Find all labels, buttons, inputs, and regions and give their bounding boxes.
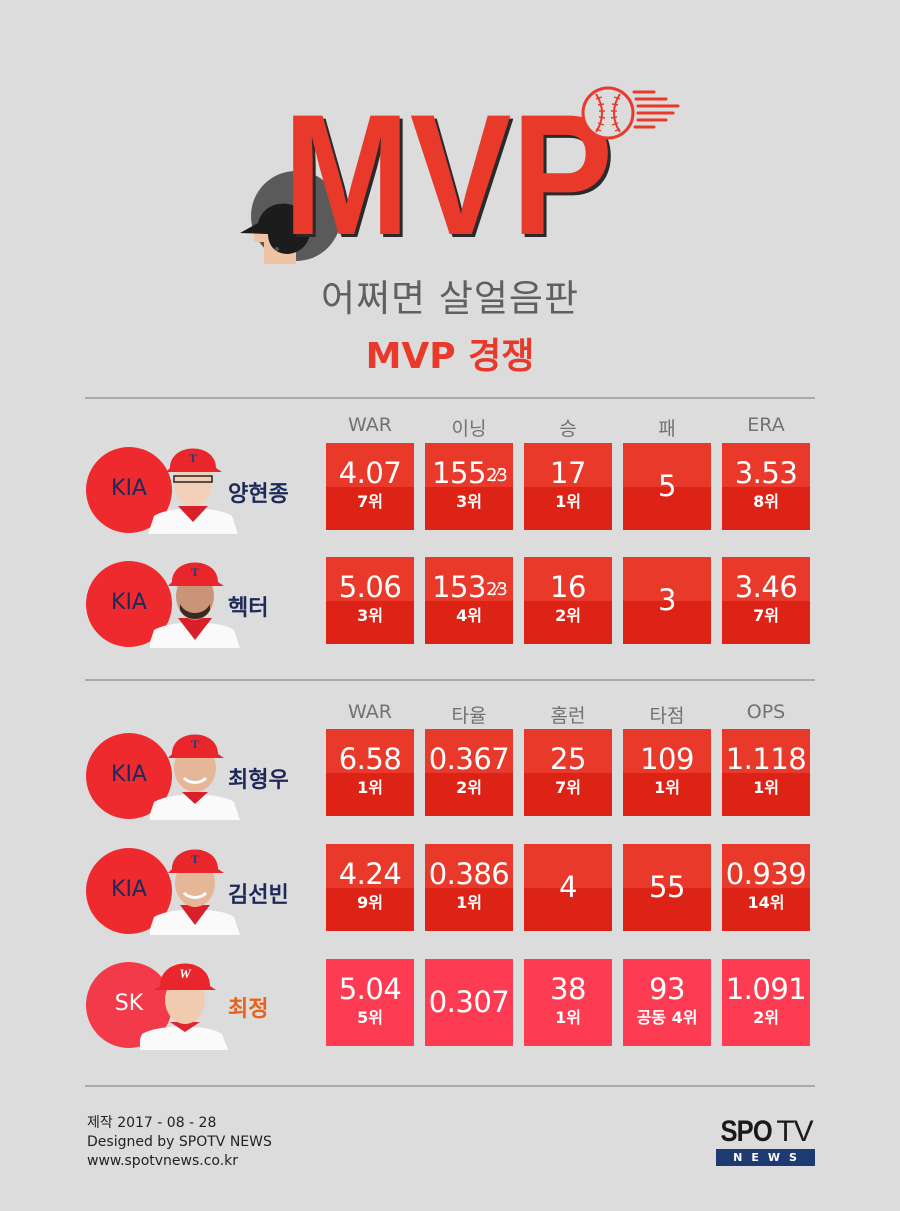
stat-cell: 3.53 8위 <box>722 443 810 530</box>
col-header-losses: 패 <box>658 418 676 440</box>
stat-cell: 17 1위 <box>524 443 612 530</box>
team-label: KIA <box>111 590 147 615</box>
player-photo: W <box>136 950 230 1050</box>
stat-cell: 0.307 <box>425 959 513 1046</box>
stat-cell: 5.04 5위 <box>326 959 414 1046</box>
batter-helmet-illustration <box>228 168 341 273</box>
col-header-innings: 이닝 <box>451 418 487 440</box>
team-label: SK <box>114 991 144 1016</box>
col-header-avg: 타율 <box>451 705 487 727</box>
stat-cell: 25 7위 <box>524 729 612 816</box>
stat-cell: 93 공동 4위 <box>623 959 711 1046</box>
subtitle-mvp-race: MVP 경쟁 <box>365 336 535 377</box>
stat-cell: 16 2위 <box>524 557 612 644</box>
svg-text:T: T <box>189 451 197 465</box>
col-header-ops: OPS <box>746 701 786 723</box>
team-label: KIA <box>111 762 147 787</box>
team-label: KIA <box>111 877 147 902</box>
stat-cell: 6.58 1위 <box>326 729 414 816</box>
stat-cell: 4.24 9위 <box>326 844 414 931</box>
baseball-icon <box>578 84 683 144</box>
player-name: 최정 <box>228 997 269 1022</box>
stat-cell: 55 <box>623 844 711 931</box>
svg-text:W: W <box>179 966 192 981</box>
stat-cell: 0.386 1위 <box>425 844 513 931</box>
col-header-war: WAR <box>348 414 392 436</box>
team-label: KIA <box>111 476 147 501</box>
col-header-era: ERA <box>747 414 785 436</box>
divider-top <box>85 397 815 399</box>
stat-cell: 4 <box>524 844 612 931</box>
player-name: 양현종 <box>228 482 289 507</box>
divider-bottom <box>85 1085 815 1087</box>
divider-middle <box>85 679 815 681</box>
player-name: 최형우 <box>228 768 289 793</box>
svg-text:T: T <box>191 852 199 866</box>
stat-cell: 38 1위 <box>524 959 612 1046</box>
stat-cell: 4.07 7위 <box>326 443 414 530</box>
stat-cell: 109 1위 <box>623 729 711 816</box>
player-photo: T <box>148 720 240 820</box>
col-header-wins: 승 <box>559 418 577 440</box>
stat-cell: 1532⁄3 4위 <box>425 557 513 644</box>
footer-credits: 제작 2017 - 08 - 28 Designed by SPOTV NEWS… <box>87 1114 272 1171</box>
player-photo: T <box>148 835 240 935</box>
mvp-title: MVP MVP <box>280 79 620 274</box>
stat-cell: 3 <box>623 557 711 644</box>
svg-text:T: T <box>191 565 199 579</box>
stat-cell: 0.939 14위 <box>722 844 810 931</box>
svg-text:MVP: MVP <box>286 82 616 274</box>
stat-cell: 5 <box>623 443 711 530</box>
col-header-rbi: 타점 <box>649 705 685 727</box>
svg-text:MVP: MVP <box>283 79 613 271</box>
stat-cell: 3.46 7위 <box>722 557 810 644</box>
designer-credit: Designed by SPOTV NEWS <box>87 1134 272 1150</box>
production-date: 제작 2017 - 08 - 28 <box>87 1115 217 1131</box>
col-header-war: WAR <box>348 701 392 723</box>
stat-cell: 1552⁄3 3위 <box>425 443 513 530</box>
stat-cell: 0.367 2위 <box>425 729 513 816</box>
stat-cell: 1.091 2위 <box>722 959 810 1046</box>
stat-cell: 1.118 1위 <box>722 729 810 816</box>
subtitle: 어쩌면 살얼음판 <box>320 277 580 320</box>
spotv-news-logo: SPO TV NEWS <box>716 1117 816 1166</box>
player-photo: T <box>148 548 240 648</box>
svg-text:T: T <box>191 737 199 751</box>
stat-cell: 5.06 3위 <box>326 557 414 644</box>
player-photo: T <box>148 434 238 534</box>
website-url: www.spotvnews.co.kr <box>87 1153 239 1169</box>
player-name: 김선빈 <box>228 883 289 908</box>
player-name: 헥터 <box>228 596 269 621</box>
col-header-hr: 홈런 <box>550 705 586 727</box>
